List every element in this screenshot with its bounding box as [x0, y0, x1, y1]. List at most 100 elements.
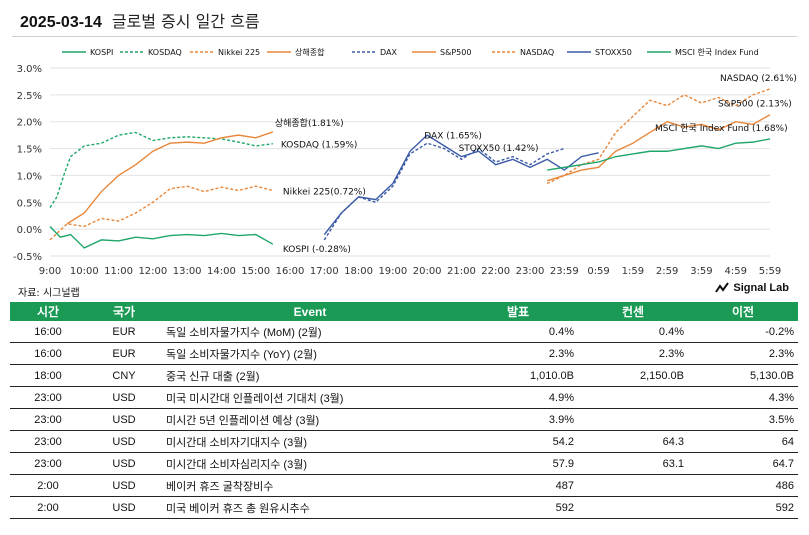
series-line [547, 138, 771, 171]
cell-time: 2:00 [10, 496, 86, 519]
cell-consensus [578, 496, 688, 519]
cell-event: 미국 미시간대 인플레이션 기대치 (3월) [162, 386, 458, 409]
cell-consensus: 63.1 [578, 452, 688, 475]
cell-actual: 592 [458, 496, 578, 519]
x-tick-label: 3:59 [690, 266, 712, 277]
x-tick-label: 5:59 [759, 266, 781, 277]
source-note: 자료: 시그널랩 [18, 288, 80, 299]
cell-consensus: 0.4% [578, 321, 688, 343]
cell-time: 23:00 [10, 408, 86, 431]
y-tick-label: 1.5% [17, 145, 42, 156]
cell-actual: 1,010.0B [458, 364, 578, 387]
series-end-label: 상해종합(1.81%) [275, 118, 344, 129]
cell-time: 23:00 [10, 430, 86, 453]
y-tick-label: 0.0% [17, 225, 42, 236]
legend-label: KOSPI [90, 48, 113, 57]
cell-event: 베이커 휴즈 굴착장비수 [162, 474, 458, 497]
series-end-label: KOSDAQ (1.59%) [281, 141, 358, 151]
title-row: 2025-03-14 글로벌 증시 일간 흐름 [20, 8, 260, 32]
table-header: 시간 국가 Event 발표 컨센 이전 [10, 302, 798, 321]
series-end-label: S&P500 (2.13%) [718, 100, 792, 110]
y-tick-label: -0.5% [13, 252, 42, 263]
cell-country: EUR [86, 342, 162, 365]
series-end-label: KOSPI (-0.28%) [283, 245, 351, 255]
legend-label: Nikkei 225 [218, 48, 260, 57]
y-tick-label: 2.5% [17, 91, 42, 102]
cell-time: 23:00 [10, 386, 86, 409]
cell-event: 미시간대 소비자심리지수 (3월) [162, 452, 458, 475]
x-tick-label: 23:00 [516, 266, 545, 277]
cell-event: 미시간대 소비자기대지수 (3월) [162, 430, 458, 453]
economic-calendar-table: 시간 국가 Event 발표 컨센 이전 16:00 EUR 독일 소비자물가지수 … [10, 302, 798, 519]
x-tick-label: 17:00 [310, 266, 339, 277]
x-tick-label: 1:59 [622, 266, 644, 277]
x-tick-label: 11:00 [104, 266, 133, 277]
table-body: 16:00 EUR 독일 소비자물가지수 (MoM) (2월) 0.4% 0.4% -0.… [10, 321, 798, 519]
cell-time: 23:00 [10, 452, 86, 475]
report-title: 글로벌 증시 일간 흐름 [111, 12, 260, 31]
cell-previous: 4.3% [688, 386, 798, 409]
x-tick-label: 16:00 [276, 266, 305, 277]
x-tick-label: 12:00 [138, 266, 167, 277]
series-end-label: MSCI 한국 Index Fund (1.68%) [655, 123, 788, 134]
legend-label: KOSDAQ [148, 48, 182, 57]
cell-consensus: 2.3% [578, 342, 688, 365]
cell-consensus [578, 408, 688, 431]
cell-actual: 0.4% [458, 321, 578, 343]
cell-consensus: 2,150.0B [578, 364, 688, 387]
cell-actual: 3.9% [458, 408, 578, 431]
x-tick-label: 19:00 [378, 266, 407, 277]
cell-previous: 3.5% [688, 408, 798, 431]
report-date: 2025-03-14 [20, 14, 102, 31]
x-tick-label: 21:00 [447, 266, 476, 277]
brand-name: Signal Lab [733, 282, 789, 294]
col-consensus: 컨센 [578, 302, 688, 321]
legend-label: MSCI 한국 Index Fund [675, 48, 759, 57]
series-line [323, 134, 599, 235]
cell-previous: -0.2% [688, 321, 798, 343]
x-tick-label: 2:59 [656, 266, 678, 277]
cell-event: 중국 신규 대출 (2월) [162, 364, 458, 387]
cell-consensus [578, 474, 688, 497]
table-row: 2:00 USD 베이커 휴즈 굴착장비수 487 486 [10, 474, 798, 497]
col-event: Event [162, 302, 458, 321]
x-tick-label: 18:00 [344, 266, 373, 277]
cell-consensus: 64.3 [578, 430, 688, 453]
col-previous: 이전 [688, 302, 798, 321]
x-tick-label: 14:00 [207, 266, 236, 277]
table-row: 23:00 USD 미국 미시간대 인플레이션 기대치 (3월) 4.9% 4.3% [10, 386, 798, 409]
cell-country: USD [86, 386, 162, 409]
cell-event: 미시간 5년 인플레이션 예상 (3월) [162, 408, 458, 431]
cell-time: 16:00 [10, 342, 86, 365]
x-tick-label: 0:59 [587, 266, 609, 277]
y-tick-label: 0.5% [17, 198, 42, 209]
x-tick-label: 10:00 [70, 266, 99, 277]
cell-previous: 2.3% [688, 342, 798, 365]
legend-label: DAX [380, 48, 397, 57]
cell-time: 16:00 [10, 321, 86, 343]
col-country: 국가 [86, 302, 162, 321]
cell-previous: 64.7 [688, 452, 798, 475]
cell-country: CNY [86, 364, 162, 387]
table-row: 23:00 USD 미시간대 소비자기대지수 (3월) 54.2 64.3 64 [10, 430, 798, 453]
cell-time: 18:00 [10, 364, 86, 387]
cell-actual: 54.2 [458, 430, 578, 453]
table-row: 16:00 EUR 독일 소비자물가지수 (YoY) (2월) 2.3% 2.3% 2.3… [10, 342, 798, 365]
cell-country: USD [86, 452, 162, 475]
series-line [66, 131, 274, 225]
brand-logo: Signal Lab [715, 282, 789, 294]
series-end-label: Nikkei 225(0.72%) [283, 187, 366, 197]
col-time: 시간 [10, 302, 86, 321]
cell-time: 2:00 [10, 474, 86, 497]
series-line [546, 114, 771, 182]
cell-actual: 487 [458, 474, 578, 497]
series-line [49, 185, 274, 241]
y-tick-label: 3.0% [17, 64, 42, 75]
cell-event: 미국 베이커 휴즈 총 원유시추수 [162, 496, 458, 519]
series-end-label: STOXX50 (1.42%) [459, 144, 539, 154]
cell-actual: 4.9% [458, 386, 578, 409]
legend-label: 상해종합 [295, 47, 325, 57]
table-row: 2:00 USD 미국 베이커 휴즈 총 원유시추수 592 592 [10, 496, 798, 519]
x-tick-label: 9:00 [39, 266, 61, 277]
legend-label: S&P500 [440, 48, 471, 57]
